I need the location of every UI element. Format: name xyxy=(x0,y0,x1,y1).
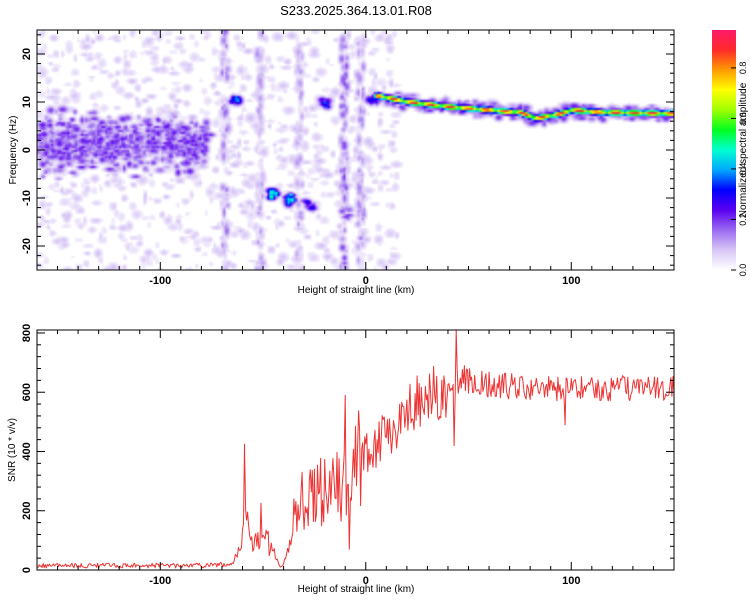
spec-y-tick-label: -20 xyxy=(21,238,33,254)
colorbar-tick-label: 0.2 xyxy=(738,213,748,226)
snr-frame xyxy=(36,329,675,571)
spec-y-tick-label: 0 xyxy=(21,147,33,153)
snr-x-tick-label: 100 xyxy=(562,575,580,587)
snr-y-axis-label: SNR (10 * v/v) xyxy=(7,418,18,482)
snr-x-axis-label: Height of straight line (km) xyxy=(298,584,415,595)
spec-y-tick-label: 20 xyxy=(21,48,33,60)
snr-y-tick-label: 400 xyxy=(21,442,33,460)
snr-panel: -100 0 100 0 200 400 600 800 Height of s… xyxy=(7,324,675,595)
spectrogram-ticks xyxy=(36,30,675,270)
spectrogram-y-tick-labels: -20 -10 0 10 20 xyxy=(21,48,33,254)
spectrogram-y-axis-label: Frequency (Hz) xyxy=(8,116,19,185)
spec-y-tick-label: 10 xyxy=(21,96,33,108)
snr-x-tick-labels: -100 0 100 xyxy=(149,575,580,587)
chart-title: S233.2025.364.13.01.R08 xyxy=(280,3,432,18)
snr-y-tick-label: 200 xyxy=(21,502,33,520)
spec-y-tick-label: -10 xyxy=(21,190,33,206)
colorbar-tick-label: 0.4 xyxy=(738,163,748,176)
spec-x-tick-label: 0 xyxy=(363,275,369,287)
colorbar-gradient xyxy=(712,30,736,270)
snr-y-tick-label: 600 xyxy=(21,383,33,401)
colorbar-tick-label: 0.6 xyxy=(738,112,748,125)
snr-series-line xyxy=(36,329,675,569)
snr-x-tick-label: -100 xyxy=(149,575,171,587)
snr-y-tick-labels: 0 200 400 600 800 xyxy=(21,324,33,573)
spectrogram-panel: -100 0 100 -20 -10 0 10 20 Height of str… xyxy=(8,29,675,296)
colorbar-tick-label: 0.0 xyxy=(738,264,748,277)
colorbar-label: Normalized spectral amplitude xyxy=(738,82,749,217)
colorbar: 0.0 0.2 0.4 0.6 0.8 Normalized spectral … xyxy=(712,30,749,276)
spectrogram-x-tick-labels: -100 0 100 xyxy=(149,275,580,287)
snr-y-tick-label: 800 xyxy=(21,324,33,342)
snr-y-tick-label: 0 xyxy=(21,567,33,573)
spectrogram-x-axis-label: Height of straight line (km) xyxy=(298,285,415,296)
colorbar-tick-labels: 0.0 0.2 0.4 0.6 0.8 xyxy=(738,62,748,277)
snr-x-tick-label: 0 xyxy=(363,575,369,587)
spectrogram-heatmap xyxy=(37,30,674,270)
snr-ticks xyxy=(36,330,675,571)
colorbar-ticks xyxy=(731,67,736,271)
spec-x-tick-label: 100 xyxy=(562,275,580,287)
colorbar-tick-label: 0.8 xyxy=(738,62,748,75)
spec-x-tick-label: -100 xyxy=(149,275,171,287)
